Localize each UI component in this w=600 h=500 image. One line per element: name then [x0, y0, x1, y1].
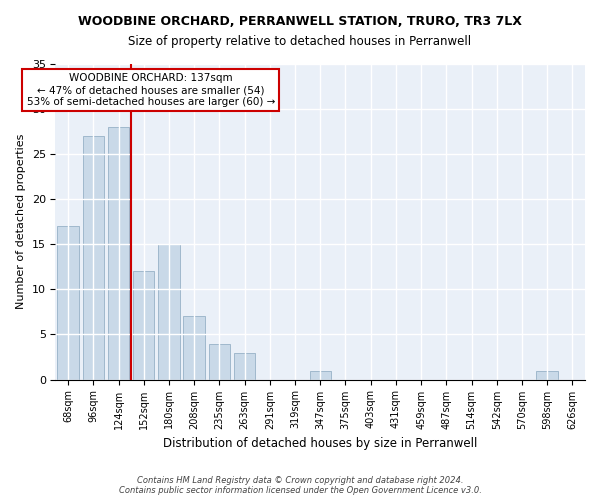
- Bar: [83, 136, 104, 380]
- Bar: [158, 244, 179, 380]
- Y-axis label: Number of detached properties: Number of detached properties: [16, 134, 26, 310]
- Text: Contains HM Land Registry data © Crown copyright and database right 2024.
Contai: Contains HM Land Registry data © Crown c…: [119, 476, 481, 495]
- Bar: [209, 344, 230, 380]
- Text: WOODBINE ORCHARD: 137sqm
← 47% of detached houses are smaller (54)
53% of semi-d: WOODBINE ORCHARD: 137sqm ← 47% of detach…: [26, 74, 275, 106]
- Bar: [133, 272, 154, 380]
- Text: WOODBINE ORCHARD, PERRANWELL STATION, TRURO, TR3 7LX: WOODBINE ORCHARD, PERRANWELL STATION, TR…: [78, 15, 522, 28]
- X-axis label: Distribution of detached houses by size in Perranwell: Distribution of detached houses by size …: [163, 437, 478, 450]
- Bar: [58, 226, 79, 380]
- Bar: [184, 316, 205, 380]
- Bar: [536, 370, 558, 380]
- Bar: [108, 127, 129, 380]
- Bar: [234, 352, 256, 380]
- Bar: [310, 370, 331, 380]
- Text: Size of property relative to detached houses in Perranwell: Size of property relative to detached ho…: [128, 35, 472, 48]
